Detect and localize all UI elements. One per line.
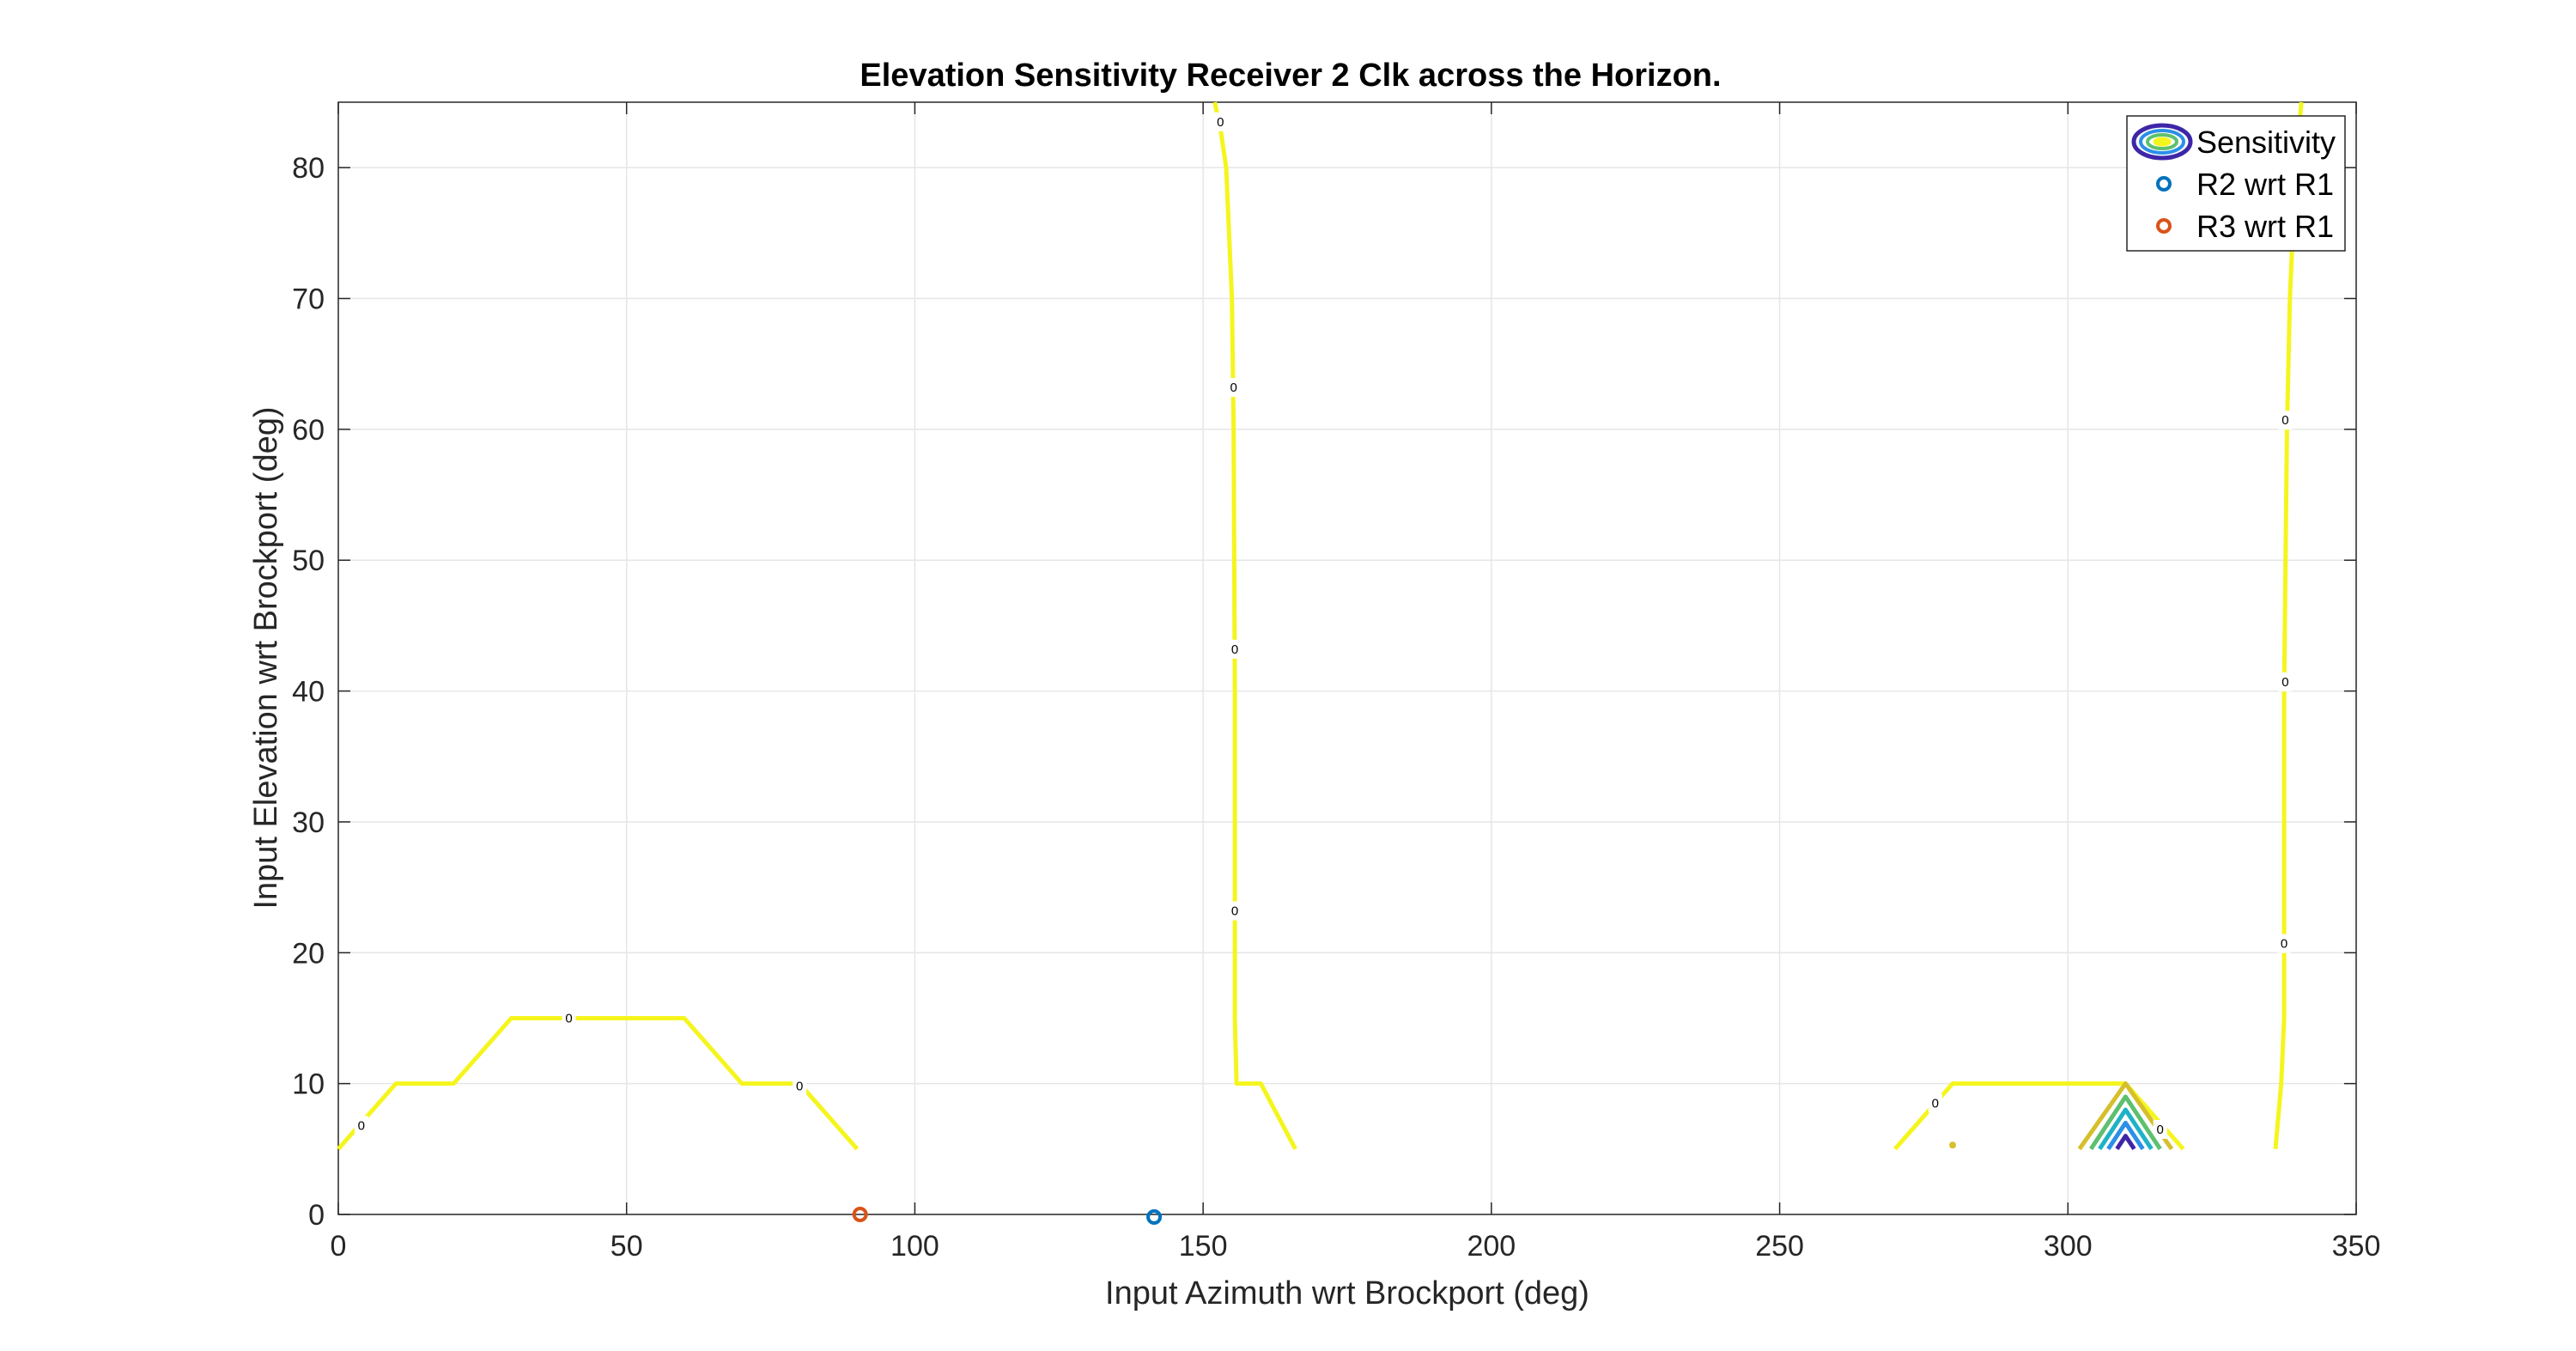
y-tick-label: 40 — [292, 676, 325, 709]
legend-label-sensitivity: Sensitivity — [2196, 125, 2336, 160]
contour-label: 0 — [358, 1118, 365, 1133]
x-tick-label: 300 — [2044, 1230, 2093, 1263]
y-tick-label: 0 — [308, 1199, 325, 1232]
contour-line-0 — [337, 1016, 860, 1151]
x-tick-label: 0 — [331, 1230, 347, 1263]
legend-label-r2: R2 wrt R1 — [2196, 167, 2334, 202]
contour-label: 0 — [565, 1011, 572, 1025]
grid-lines — [338, 102, 2356, 1214]
contour-line-7 — [2106, 1120, 2145, 1151]
series-markers — [852, 1207, 1163, 1226]
contour-label-bg — [562, 1008, 576, 1028]
contour-label: 0 — [1230, 380, 1237, 395]
contour-line-1 — [1212, 101, 1297, 1150]
contour-legend-icon — [2131, 123, 2193, 161]
contour-label-bg — [1228, 901, 1242, 921]
x-tick-label: 250 — [1755, 1230, 1804, 1263]
contour-label-bg — [2278, 672, 2293, 691]
legend-entry-sensitivity: Sensitivity — [2131, 123, 2336, 161]
contour-line-5 — [2089, 1094, 2162, 1151]
contour-label: 0 — [796, 1080, 803, 1094]
legend-marker-r3 — [2156, 218, 2172, 234]
contour-label: 0 — [2157, 1123, 2164, 1137]
series-marker-r2-wrt-r1 — [1146, 1209, 1163, 1226]
plot-area — [337, 101, 2357, 1215]
series-marker-r3-wrt-r1 — [852, 1207, 868, 1222]
y-tick-label: 70 — [292, 283, 325, 316]
contour-label-bg — [354, 1116, 368, 1135]
legend-entry-r3: R3 wrt R1 — [2156, 209, 2334, 244]
contour-label: 0 — [1217, 115, 1224, 130]
contour-label-bg — [1213, 112, 1228, 131]
y-tick-label: 50 — [292, 545, 325, 577]
contour-label-bg — [1228, 639, 1242, 659]
contour-label: 0 — [1231, 904, 1238, 919]
y-tick-label: 20 — [292, 937, 325, 970]
x-tick-label: 150 — [1179, 1230, 1228, 1263]
x-tick-label: 50 — [611, 1230, 643, 1263]
contour-label-bg — [2278, 411, 2293, 430]
contour-label-bg — [2153, 1119, 2167, 1139]
y-tick-label: 30 — [292, 806, 325, 839]
contour-label-bg — [1226, 378, 1241, 398]
contour-label: 0 — [2281, 413, 2288, 428]
y-tick-label: 80 — [292, 152, 325, 185]
axis-ticks: 0 50 100 150 200 250 300 350 0 10 20 30 40 50 60 70 80 — [292, 102, 2380, 1263]
chart-title: Elevation Sensitivity Receiver 2 Clk acr… — [860, 58, 1721, 94]
contour-line-6 — [2098, 1107, 2154, 1151]
y-tick-label: 60 — [292, 414, 325, 447]
y-tick-label: 10 — [292, 1068, 325, 1101]
contour-label-bg — [793, 1076, 807, 1096]
contour-label: 0 — [1932, 1097, 1939, 1111]
legend: Sensitivity R2 wrt R1 R3 wrt R1 — [2126, 115, 2346, 252]
legend-marker-r2 — [2156, 176, 2172, 192]
x-tick-label: 100 — [890, 1230, 939, 1263]
contour-label-bg — [2277, 934, 2292, 953]
contour-label: 0 — [1231, 642, 1238, 657]
legend-entry-r2: R2 wrt R1 — [2156, 167, 2334, 202]
x-tick-label: 350 — [2332, 1230, 2381, 1263]
contour-mark — [1949, 1141, 1956, 1149]
contour-line-2 — [1893, 1081, 2185, 1151]
legend-box — [2126, 115, 2346, 252]
contour-line-8 — [2115, 1134, 2136, 1151]
contour-label: 0 — [2281, 675, 2288, 690]
legend-label-r3: R3 wrt R1 — [2196, 209, 2334, 244]
y-axis-label: Input Elevation wrt Brockport (deg) — [248, 406, 284, 909]
x-tick-label: 200 — [1467, 1230, 1516, 1263]
contour-label: 0 — [2281, 937, 2287, 952]
x-axis-label: Input Azimuth wrt Brockport (deg) — [1105, 1275, 1589, 1311]
contour-label-bg — [1928, 1093, 1942, 1113]
